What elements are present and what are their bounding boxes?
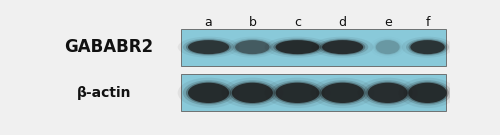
Bar [180,29,446,66]
Ellipse shape [270,38,325,56]
Ellipse shape [276,40,320,54]
Ellipse shape [317,38,368,56]
Ellipse shape [319,82,366,104]
Text: e: e [384,16,392,29]
Ellipse shape [366,82,410,104]
Ellipse shape [404,80,452,106]
Text: β-actin: β-actin [77,86,132,100]
Ellipse shape [188,40,229,54]
Ellipse shape [235,40,270,54]
Ellipse shape [363,80,412,106]
Ellipse shape [374,39,401,55]
Text: b: b [248,16,256,29]
Bar [180,74,446,111]
Ellipse shape [322,83,364,103]
Ellipse shape [186,39,231,55]
Text: a: a [204,16,212,29]
Ellipse shape [406,82,449,104]
Text: f: f [426,16,430,29]
Ellipse shape [264,78,330,108]
Ellipse shape [264,37,330,58]
Ellipse shape [234,39,272,55]
Ellipse shape [274,39,322,55]
Ellipse shape [312,37,374,58]
Ellipse shape [183,80,234,106]
Ellipse shape [322,40,363,54]
Ellipse shape [178,37,240,58]
Ellipse shape [276,83,320,103]
Ellipse shape [231,38,274,56]
Ellipse shape [402,37,454,58]
Ellipse shape [316,80,369,106]
Ellipse shape [408,39,447,55]
Ellipse shape [320,39,365,55]
Text: d: d [338,16,346,29]
Ellipse shape [358,78,418,108]
Ellipse shape [226,80,278,106]
Ellipse shape [406,38,449,56]
Text: GABABR2: GABABR2 [64,38,154,56]
Ellipse shape [398,78,456,108]
Ellipse shape [410,40,445,54]
Ellipse shape [186,82,231,104]
Ellipse shape [222,78,283,108]
Text: c: c [294,16,301,29]
Ellipse shape [270,80,325,106]
Ellipse shape [408,83,447,103]
Ellipse shape [232,83,273,103]
Ellipse shape [368,83,408,103]
Ellipse shape [178,78,240,108]
Ellipse shape [376,40,400,54]
Ellipse shape [311,78,374,108]
Ellipse shape [230,82,275,104]
Ellipse shape [274,82,322,104]
Ellipse shape [183,38,234,56]
Ellipse shape [188,83,229,103]
